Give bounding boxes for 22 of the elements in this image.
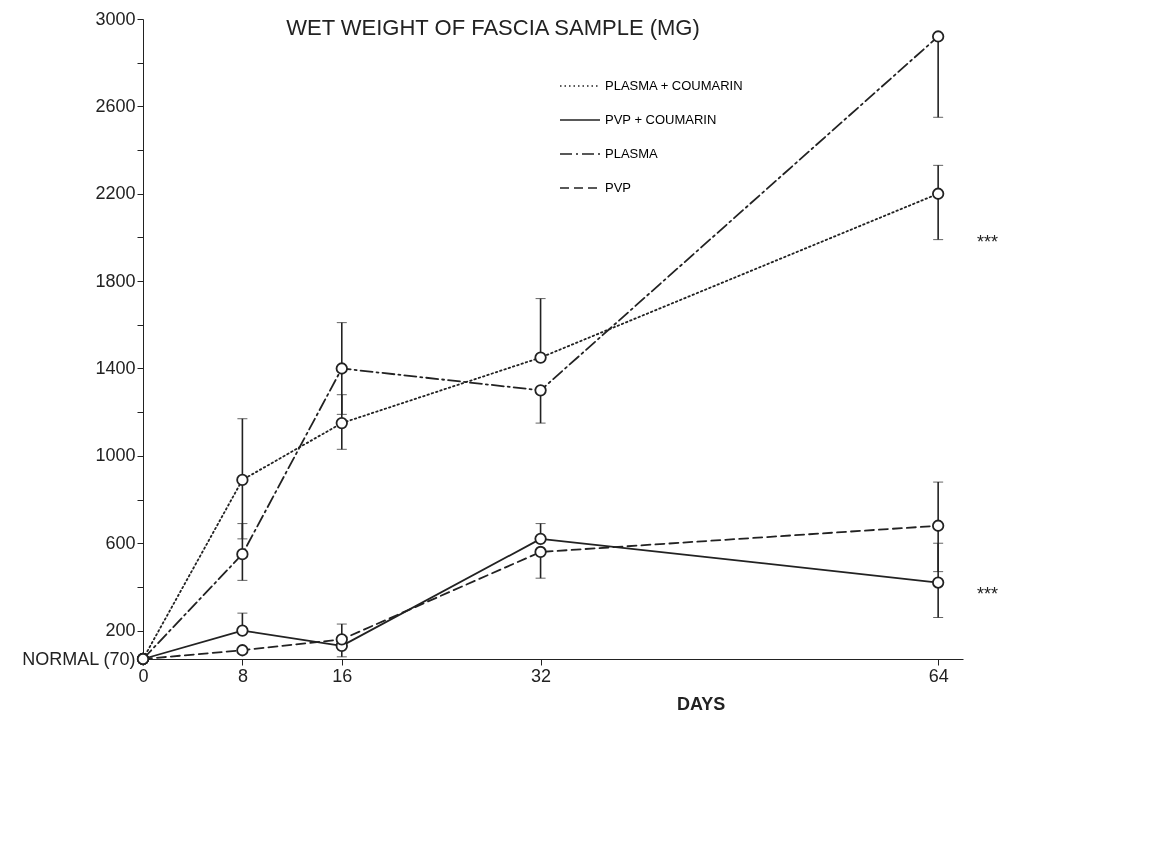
legend-label: PLASMA bbox=[605, 146, 659, 161]
y-tick-label: 3000 bbox=[95, 8, 136, 29]
chart-title: WET WEIGHT OF FASCIA SAMPLE (MG) bbox=[286, 15, 700, 40]
text: *** bbox=[977, 584, 999, 604]
y-tick-label: 1000 bbox=[95, 445, 136, 466]
legend-label: PVP + COUMARIN bbox=[605, 112, 717, 127]
y-tick-label: 1400 bbox=[95, 357, 136, 378]
y-tick-label: 2200 bbox=[95, 183, 136, 204]
y-tick-label: 2600 bbox=[95, 95, 136, 116]
x-axis-title: DAYS bbox=[676, 693, 726, 714]
legend-label: PVP bbox=[605, 180, 632, 195]
x-tick-label: 0 bbox=[138, 665, 149, 686]
x-tick-label: 64 bbox=[928, 665, 949, 686]
text: *** bbox=[977, 232, 999, 252]
y-tick-label: 1800 bbox=[95, 270, 136, 291]
x-tick-label: 32 bbox=[531, 665, 552, 686]
legend-label: PLASMA + COUMARIN bbox=[605, 78, 743, 93]
y-tick-label: 200 bbox=[105, 620, 136, 641]
x-tick-label: 16 bbox=[332, 665, 353, 686]
y-tick-label: 600 bbox=[105, 532, 136, 553]
x-tick-label: 8 bbox=[237, 665, 248, 686]
y-tick-label: NORMAL (70) bbox=[22, 648, 136, 669]
